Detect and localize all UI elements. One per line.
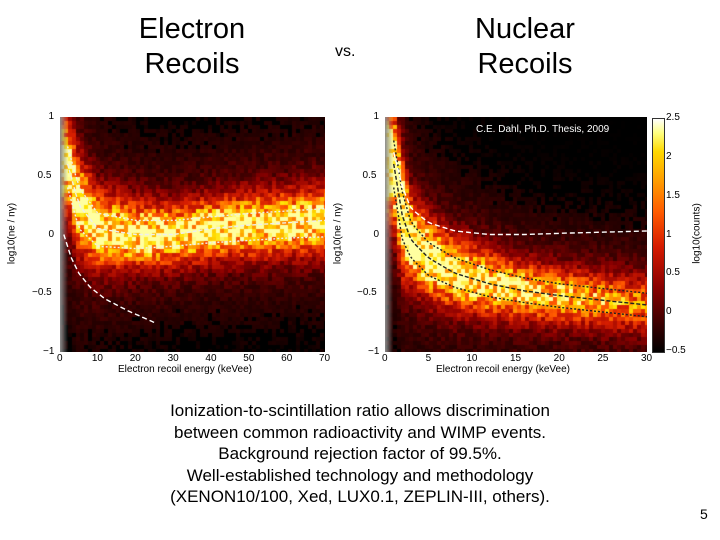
electron-recoil-heatmap bbox=[60, 117, 325, 352]
y-tick-label: 1 bbox=[373, 111, 380, 122]
x-tick-label: 10 bbox=[466, 353, 478, 364]
band-center-line bbox=[66, 163, 325, 236]
caption-line: Ionization-to-scintillation ratio allows… bbox=[170, 401, 550, 420]
colorbar-tick-label: 0 bbox=[666, 306, 672, 318]
y-tick-label: 0.5 bbox=[37, 169, 52, 181]
nuclear-recoil-heatmap bbox=[385, 117, 647, 352]
y-tick-label: −1 bbox=[43, 346, 55, 357]
caption-line: Background rejection factor of 99.5%. bbox=[218, 444, 502, 463]
caption-line: (XENON10/100, Xed, LUX0.1, ZEPLIN-III, o… bbox=[170, 487, 550, 506]
vs-label: vs. bbox=[335, 43, 356, 60]
colorbar-tick-label: 1.5 bbox=[666, 189, 680, 201]
title-electron-recoils: Electron Recoils bbox=[138, 13, 246, 80]
y-tick-label: 0 bbox=[373, 228, 380, 240]
colorbar-tick-label: 2.5 bbox=[666, 112, 680, 123]
band-lower-line bbox=[393, 187, 647, 318]
nuclear-recoil-ylabel: log10(ne / nγ) bbox=[332, 202, 344, 265]
colorbar bbox=[652, 118, 665, 353]
x-tick-label: 60 bbox=[281, 353, 293, 364]
x-tick-label: 30 bbox=[641, 353, 653, 364]
y-tick-label: −0.5 bbox=[357, 287, 377, 299]
electron-recoil-density bbox=[60, 117, 325, 352]
band-upper-line bbox=[393, 140, 647, 294]
caption-line: between common radioactivity and WIMP ev… bbox=[174, 422, 546, 442]
caption-line: Well-established technology and methodol… bbox=[186, 465, 534, 485]
y-tick-label: 1 bbox=[48, 111, 55, 122]
colorbar-label: log10(counts) bbox=[691, 203, 703, 264]
title-nuclear-recoils: Nuclear Recoils bbox=[475, 13, 575, 80]
y-tick-label: 0 bbox=[48, 228, 55, 240]
colorbar-tick-label: −0.5 bbox=[666, 345, 686, 356]
colorbar-tick-label: 1 bbox=[666, 228, 672, 240]
x-tick-label: 50 bbox=[243, 353, 255, 364]
colorbar-tick-label: 2 bbox=[666, 150, 672, 162]
band-upper-line bbox=[66, 146, 325, 222]
x-tick-label: 25 bbox=[597, 353, 609, 364]
x-tick-label: 70 bbox=[319, 353, 331, 364]
x-tick-label: 20 bbox=[553, 353, 565, 364]
x-tick-label: 10 bbox=[91, 353, 103, 364]
x-tick-label: 15 bbox=[510, 353, 522, 364]
er-reference-line bbox=[393, 152, 647, 236]
x-tick-label: 5 bbox=[425, 353, 432, 364]
nr-reference-line bbox=[63, 234, 155, 324]
electron-recoil-band-lines bbox=[63, 146, 325, 324]
page-number: 5 bbox=[700, 506, 708, 522]
electron-recoil-ylabel: log10(ne / nγ) bbox=[6, 202, 18, 265]
nuclear-recoil-band-lines bbox=[393, 140, 647, 318]
colorbar-tick-label: 0.5 bbox=[666, 267, 680, 279]
x-tick-label: 40 bbox=[205, 353, 217, 364]
y-tick-label: −1 bbox=[368, 346, 380, 357]
y-tick-label: −0.5 bbox=[32, 287, 52, 299]
band-lower-line bbox=[66, 187, 325, 250]
x-tick-label: 30 bbox=[167, 353, 179, 364]
electron-recoil-xlabel: Electron recoil energy (keVee) bbox=[118, 364, 252, 375]
x-tick-label: 0 bbox=[57, 353, 63, 364]
x-tick-label: 20 bbox=[129, 353, 141, 364]
y-tick-label: 0.5 bbox=[362, 169, 377, 181]
x-tick-label: 0 bbox=[382, 353, 388, 364]
band-center-line bbox=[393, 163, 647, 306]
slide-caption: Ionization-to-scintillation ratio allows… bbox=[120, 400, 600, 508]
citation-annotation: C.E. Dahl, Ph.D. Thesis, 2009 bbox=[476, 124, 610, 135]
nuclear-recoil-xlabel: Electron recoil energy (keVee) bbox=[436, 364, 570, 375]
